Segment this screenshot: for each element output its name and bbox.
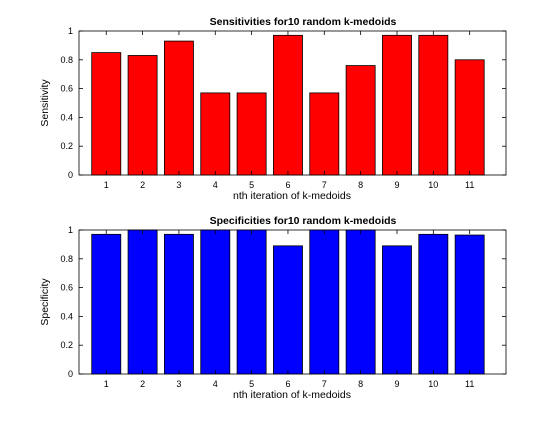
bar-10 [418,34,449,176]
sensitivity-chart: Sensitivities for10 random k-medoids 0 0.… [39,16,507,202]
x-tick-label: 11 [465,379,474,389]
x-tick-label: 6 [285,379,290,389]
y-tick-label: 0.6 [60,84,73,94]
bar-3 [163,40,194,176]
x-axis-label: nth iteration of k-medoids [233,190,351,202]
chart-title: Sensitivities for10 random k-medoids [210,16,397,28]
x-tick-label: 10 [428,180,438,190]
bar-4 [200,229,231,375]
x-tick-label: 11 [465,180,474,190]
y-tick-label: 0.2 [60,141,73,151]
bar-2 [127,55,158,176]
x-axis-label: nth iteration of k-medoids [233,389,351,401]
x-tick-label: 7 [322,180,327,190]
bar-6 [273,34,303,176]
y-tick-label: 1 [68,225,73,235]
x-tick-label: 8 [358,379,363,389]
y-tick-label: 0.8 [60,55,73,65]
bar-5 [236,92,267,176]
bar-4 [200,92,231,176]
y-axis-label: Sensitivity [39,79,51,127]
bar-8 [345,229,376,375]
y-tick-label: 0.6 [60,283,73,293]
bar-9 [382,245,412,375]
x-tick-label: 2 [140,379,145,389]
y-tick-label: 0.4 [60,311,73,321]
bar-series [91,34,485,176]
y-tick-label: 0 [68,170,73,180]
bar-series [91,229,485,375]
x-tick-label: 2 [140,180,145,190]
y-tick-label: 0.4 [60,112,73,122]
bar-7 [309,92,340,176]
bar-3 [163,233,194,375]
bar-6 [273,245,303,375]
x-tick-label: 4 [213,379,218,389]
x-tick-label: 4 [213,180,218,190]
bar-1 [91,233,122,375]
x-tick-label: 9 [394,180,399,190]
x-tick-label: 7 [322,379,327,389]
bar-9 [382,34,412,176]
x-tick-label: 1 [104,180,109,190]
y-tick-label: 0.8 [60,254,73,264]
specificity-chart: Specificities for10 random k-medoids 0 0.… [39,215,507,401]
y-tick-label: 1 [68,26,73,36]
x-tick-label: 10 [428,379,438,389]
x-tick-label: 1 [104,379,109,389]
bar-8 [345,65,376,176]
y-axis-label: Specificity [39,278,51,326]
x-tick-label: 5 [249,180,254,190]
y-tick-label: 0.2 [60,340,73,350]
x-axis-ticks: 1 2 3 4 5 6 7 8 9 10 11 [104,230,474,389]
bar-11 [454,234,485,375]
bar-11 [454,59,485,176]
x-tick-label: 8 [358,180,363,190]
bar-1 [91,52,122,176]
chart-title: Specificities for10 random k-medoids [210,215,397,227]
bar-10 [418,233,449,375]
x-tick-label: 9 [394,379,399,389]
bar-5 [236,229,267,375]
x-axis-ticks: 1 2 3 4 5 6 7 8 9 10 11 [104,31,474,190]
x-tick-label: 3 [176,379,181,389]
y-axis-ticks: 0 0.2 0.4 0.6 0.8 1 [60,26,506,180]
y-axis-ticks: 0 0.2 0.4 0.6 0.8 1 [60,225,506,379]
x-tick-label: 6 [285,180,290,190]
x-tick-label: 5 [249,379,254,389]
bar-2 [127,229,158,375]
x-tick-label: 3 [176,180,181,190]
y-tick-label: 0 [68,369,73,379]
bar-7 [309,229,340,375]
